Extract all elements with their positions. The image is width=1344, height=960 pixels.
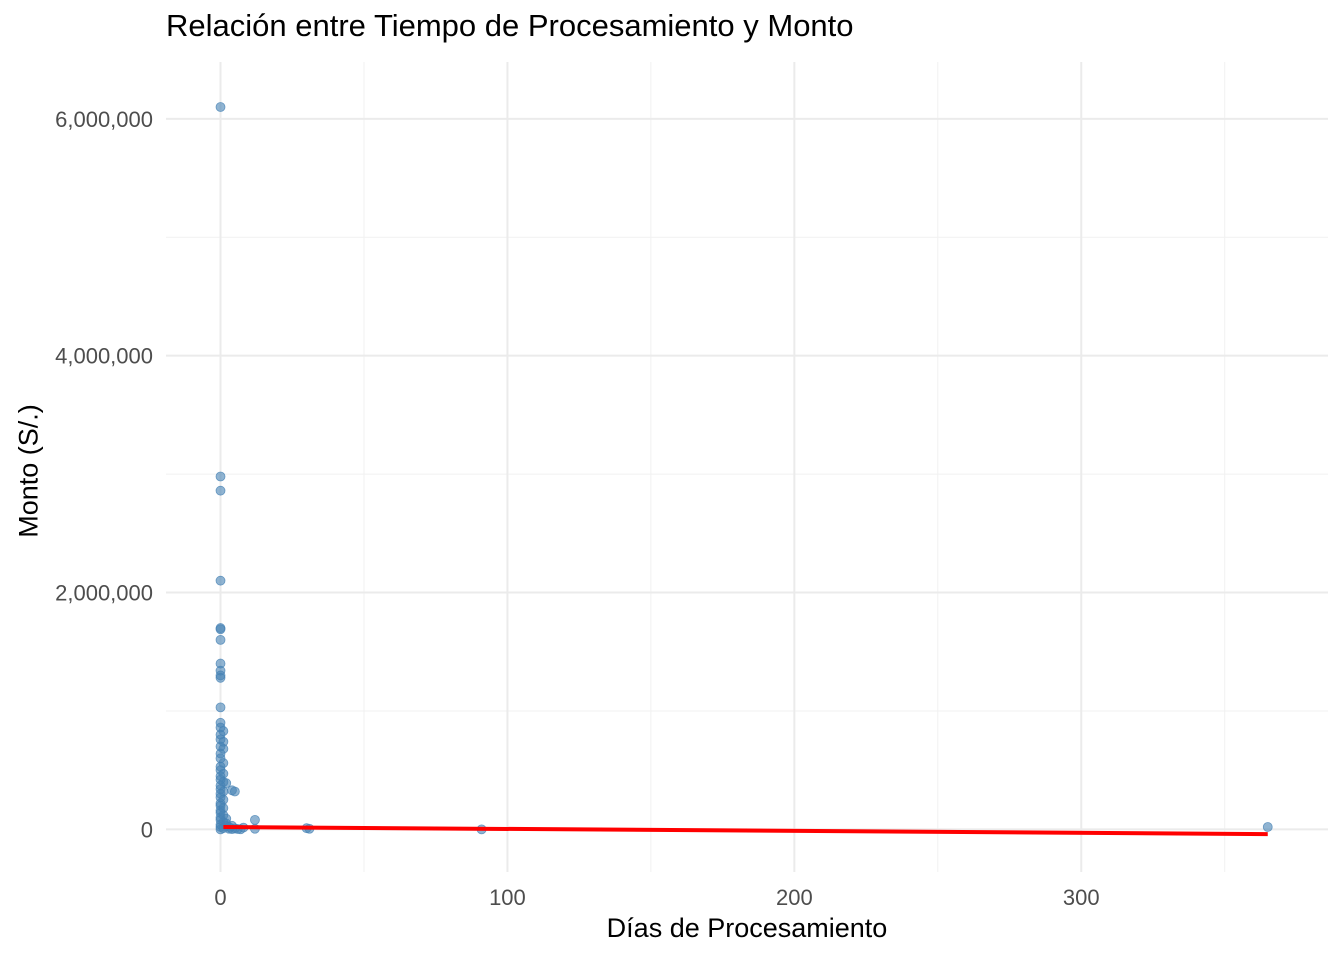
data-point — [215, 102, 226, 112]
data-point — [250, 814, 260, 825]
data-point — [1262, 822, 1273, 832]
y-tick-labels: 0 2,000,000 4,000,000 6,000,000 — [55, 107, 153, 843]
data-point — [229, 786, 240, 797]
data-point — [215, 634, 226, 645]
x-tick-label: 200 — [776, 885, 813, 910]
x-tick-label: 100 — [489, 885, 526, 910]
data-points — [215, 102, 1273, 835]
data-point — [215, 471, 226, 482]
y-tick-label: 0 — [141, 817, 153, 842]
x-axis-label: Días de Procesamiento — [606, 913, 888, 943]
y-tick-label: 2,000,000 — [55, 581, 153, 606]
x-tick-label: 300 — [1063, 885, 1100, 910]
chart-title: Relación entre Tiempo de Procesamiento y… — [166, 8, 854, 43]
data-point — [215, 702, 226, 713]
data-point — [215, 624, 226, 635]
x-tick-labels: 0 100 200 300 — [214, 885, 1099, 910]
fit-line-group — [223, 825, 1268, 837]
data-point — [215, 575, 226, 586]
data-point — [215, 485, 226, 496]
y-tick-label: 4,000,000 — [55, 344, 153, 369]
minor-gridlines — [166, 62, 1328, 872]
y-tick-label: 6,000,000 — [55, 107, 153, 132]
data-point — [215, 672, 226, 683]
x-tick-label: 0 — [214, 885, 226, 910]
fit-line — [223, 825, 1268, 837]
major-gridlines — [166, 62, 1328, 872]
